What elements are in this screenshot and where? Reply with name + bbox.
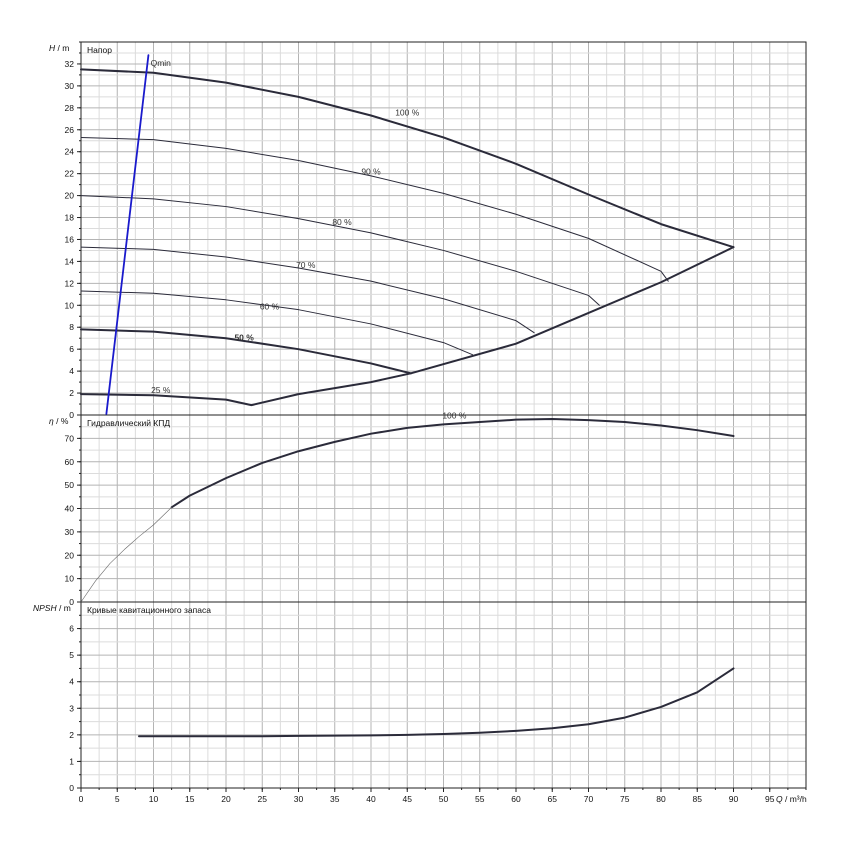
panel-title: Кривые кавитационного запаса (87, 605, 211, 615)
y-tick-label: 60 (65, 457, 75, 467)
y-tick-label: 6 (69, 624, 74, 634)
curve-0-4 (80, 290, 473, 356)
x-tick-label: 90 (729, 794, 739, 804)
y-axis-label: NPSH / m (33, 603, 71, 613)
y-axis-variable: NPSH (33, 603, 57, 613)
x-tick-label: 85 (693, 794, 703, 804)
y-tick-label: 22 (65, 169, 75, 179)
curve-0-3 (80, 246, 535, 334)
x-tick-label: 55 (475, 794, 485, 804)
grid-layer (77, 41, 807, 792)
y-tick-label: 20 (65, 191, 75, 201)
y-tick-label: 50 (65, 480, 75, 490)
x-tick-label: 25 (258, 794, 268, 804)
y-tick-label: 0 (69, 410, 74, 420)
y-tick-label: 5 (69, 650, 74, 660)
y-tick-label: 32 (65, 59, 75, 69)
x-tick-label: 5 (115, 794, 120, 804)
x-tick-label: 20 (221, 794, 231, 804)
x-tick-label: 40 (366, 794, 376, 804)
x-tick-label: 65 (548, 794, 558, 804)
y-axis-variable: η (49, 416, 54, 426)
y-tick-label: 6 (69, 344, 74, 354)
y-tick-label: 3 (69, 703, 74, 713)
curve-0-0 (80, 68, 735, 249)
y-tick-label: 28 (65, 103, 75, 113)
curve-1-1 (80, 507, 172, 603)
y-axis-separator: / (54, 416, 61, 426)
x-tick-label: 80 (656, 794, 666, 804)
y-tick-label: 70 (65, 433, 75, 443)
y-tick-label: 0 (69, 783, 74, 793)
curve-label-1: 90 % (361, 167, 381, 177)
y-axis-label: H / m (49, 43, 69, 53)
curve-label-0: 100 % (395, 108, 420, 118)
curve-0-6 (80, 246, 735, 407)
y-tick-label: 2 (69, 730, 74, 740)
y-axis-unit: m (62, 43, 69, 53)
efficiency-curve-label: 100 % (442, 411, 467, 421)
x-axis-label: Q / m³/h (776, 794, 807, 804)
y-tick-label: 4 (69, 366, 74, 376)
x-tick-label: 95 (765, 794, 775, 804)
curve-label-5: 50 % (234, 332, 254, 342)
curve-0-5 (80, 328, 412, 375)
y-tick-label: 14 (65, 256, 75, 266)
x-tick-label: 35 (330, 794, 340, 804)
curve-0-1 (80, 136, 669, 282)
y-axis-unit: % (61, 416, 69, 426)
x-tick-label: 10 (149, 794, 159, 804)
panel-title: Напор (87, 45, 112, 55)
y-tick-label: 30 (65, 81, 75, 91)
y-tick-label: 10 (65, 300, 75, 310)
y-tick-label: 24 (65, 147, 75, 157)
y-tick-label: 20 (65, 550, 75, 560)
x-tick-label: 45 (403, 794, 413, 804)
y-tick-label: 4 (69, 677, 74, 687)
curve-0-2 (80, 195, 600, 306)
y-tick-label: 8 (69, 322, 74, 332)
curve-label-3: 70 % (296, 260, 316, 270)
curve-label-6: 25 % (151, 385, 171, 395)
curve-0-7 (105, 54, 150, 415)
curve-label-7: Qmin (151, 58, 172, 68)
x-axis-variable: Q (776, 794, 783, 804)
y-tick-label: 10 (65, 574, 75, 584)
x-tick-label: 70 (584, 794, 594, 804)
curve-label-2: 80 % (332, 217, 352, 227)
y-tick-label: 1 (69, 756, 74, 766)
y-axis-label: η / % (49, 416, 69, 426)
y-tick-label: 16 (65, 234, 75, 244)
y-tick-label: 30 (65, 527, 75, 537)
y-axis-separator: / (57, 603, 64, 613)
y-tick-label: 12 (65, 278, 75, 288)
x-tick-label: 50 (439, 794, 449, 804)
x-tick-label: 60 (511, 794, 521, 804)
panel-title: Гидравлический КПД (87, 418, 170, 428)
curve-label-4: 60 % (260, 302, 280, 312)
x-tick-label: 15 (185, 794, 195, 804)
y-tick-label: 0 (69, 597, 74, 607)
y-axis-separator: / (55, 43, 62, 53)
x-tick-label: 75 (620, 794, 630, 804)
y-axis-unit: m (64, 603, 71, 613)
y-tick-label: 40 (65, 504, 75, 514)
curve-layer (80, 54, 735, 738)
x-tick-label: 0 (79, 794, 84, 804)
y-axis-variable: H (49, 43, 56, 53)
y-tick-label: 26 (65, 125, 75, 135)
y-tick-label: 2 (69, 388, 74, 398)
x-axis-separator: / (783, 794, 790, 804)
y-tick-label: 18 (65, 213, 75, 223)
x-axis-unit: m³/h (790, 794, 807, 804)
curve-2-0 (138, 667, 735, 738)
curve-1-0 (170, 417, 735, 509)
x-tick-label: 30 (294, 794, 304, 804)
